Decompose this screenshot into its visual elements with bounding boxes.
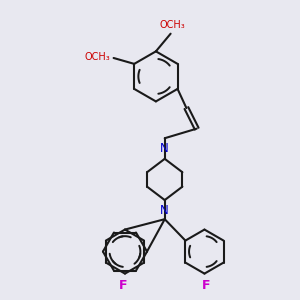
Text: F: F [119,280,128,292]
Text: OCH₃: OCH₃ [159,20,185,30]
Text: N: N [160,204,169,217]
Text: N: N [160,142,169,155]
Text: OCH₃: OCH₃ [85,52,111,61]
Text: F: F [202,280,210,292]
